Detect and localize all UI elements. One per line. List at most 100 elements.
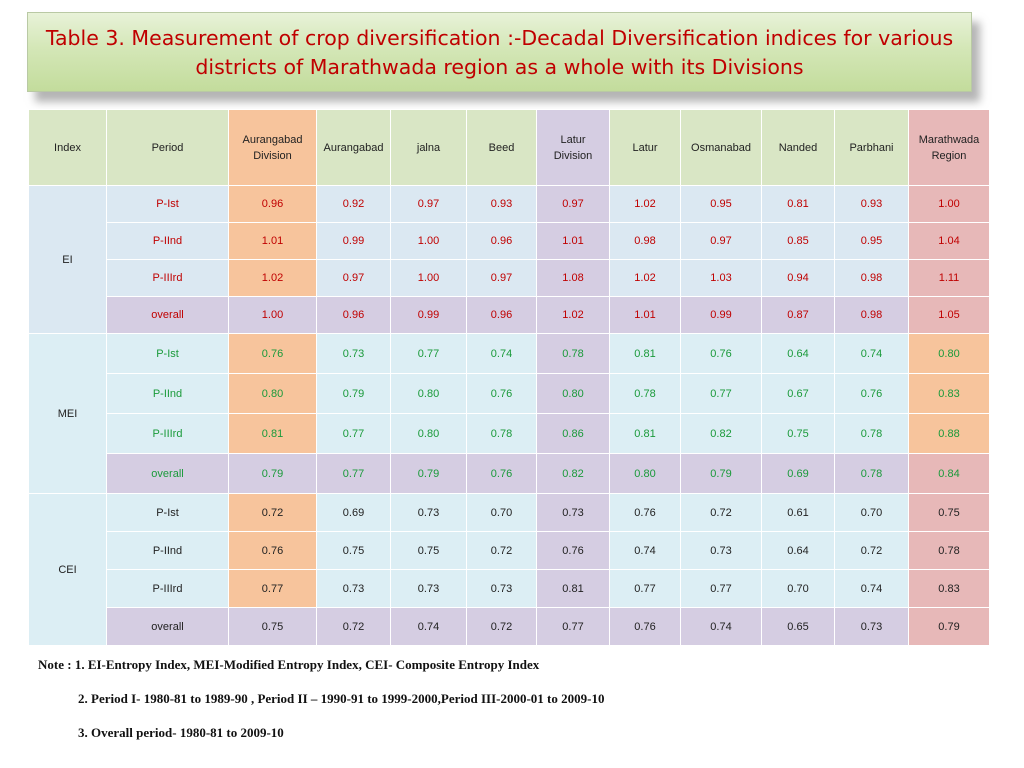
value-cell: 0.78 <box>467 414 536 453</box>
value-cell: 1.04 <box>909 223 989 259</box>
value-cell: 0.80 <box>229 374 316 413</box>
value-cell: 0.81 <box>610 334 680 373</box>
value-cell: 0.72 <box>229 494 316 531</box>
value-cell: 0.69 <box>762 454 834 493</box>
value-cell: 0.96 <box>467 297 536 333</box>
value-cell: 0.72 <box>467 532 536 569</box>
value-cell: 0.76 <box>610 608 680 645</box>
value-cell: 0.79 <box>391 454 466 493</box>
value-cell: 0.77 <box>317 414 390 453</box>
table-row-overall: overall 0.79 0.77 0.79 0.76 0.82 0.80 0.… <box>29 454 989 493</box>
value-cell: 0.74 <box>610 532 680 569</box>
value-cell: 0.77 <box>681 374 761 413</box>
period-cell: P-Ist <box>107 186 228 222</box>
period-cell: overall <box>107 608 228 645</box>
value-cell: 1.02 <box>229 260 316 296</box>
value-cell: 0.65 <box>762 608 834 645</box>
value-cell: 0.79 <box>229 454 316 493</box>
value-cell: 0.99 <box>681 297 761 333</box>
value-cell: 1.00 <box>391 260 466 296</box>
value-cell: 0.78 <box>835 414 908 453</box>
index-label-mei: MEI <box>29 334 106 493</box>
header-aurangabad: Aurangabad <box>317 110 390 185</box>
value-cell: 0.76 <box>467 374 536 413</box>
title-line-2: districts of Marathwada region as a whol… <box>195 55 804 79</box>
header-period: Period <box>107 110 228 185</box>
value-cell: 0.92 <box>317 186 390 222</box>
value-cell: 0.97 <box>537 186 609 222</box>
period-cell: overall <box>107 454 228 493</box>
diversification-table: Index Period Aurangabad Division Aurangab… <box>28 109 990 646</box>
value-cell: 0.76 <box>467 454 536 493</box>
value-cell: 0.73 <box>467 570 536 607</box>
table-row: P-IIIrd 1.02 0.97 1.00 0.97 1.08 1.02 1.… <box>29 260 989 296</box>
value-cell: 0.75 <box>762 414 834 453</box>
value-cell: 0.84 <box>909 454 989 493</box>
value-cell: 0.70 <box>835 494 908 531</box>
value-cell: 1.00 <box>391 223 466 259</box>
value-cell: 0.72 <box>317 608 390 645</box>
period-cell: P-IIIrd <box>107 570 228 607</box>
value-cell: 0.79 <box>909 608 989 645</box>
header-osmanabad: Osmanabad <box>681 110 761 185</box>
period-cell: P-Ist <box>107 334 228 373</box>
table-row: P-IInd 0.76 0.75 0.75 0.72 0.76 0.74 0.7… <box>29 532 989 569</box>
value-cell: 0.64 <box>762 334 834 373</box>
value-cell: 0.97 <box>467 260 536 296</box>
value-cell: 0.73 <box>835 608 908 645</box>
value-cell: 0.74 <box>391 608 466 645</box>
value-cell: 0.76 <box>537 532 609 569</box>
header-row: Index Period Aurangabad Division Aurangab… <box>29 110 989 185</box>
value-cell: 0.77 <box>681 570 761 607</box>
header-parbhani: Parbhani <box>835 110 908 185</box>
note-1: Note : 1. EI-Entropy Index, MEI-Modified… <box>38 657 540 672</box>
value-cell: 0.85 <box>762 223 834 259</box>
table-row: P-IIIrd 0.77 0.73 0.73 0.73 0.81 0.77 0.… <box>29 570 989 607</box>
header-beed: Beed <box>467 110 536 185</box>
period-cell: P-IIIrd <box>107 414 228 453</box>
value-cell: 1.02 <box>537 297 609 333</box>
value-cell: 0.73 <box>317 334 390 373</box>
value-cell: 0.96 <box>467 223 536 259</box>
value-cell: 0.78 <box>610 374 680 413</box>
value-cell: 0.97 <box>317 260 390 296</box>
period-cell: P-IIIrd <box>107 260 228 296</box>
value-cell: 0.77 <box>229 570 316 607</box>
value-cell: 0.61 <box>762 494 834 531</box>
value-cell: 0.82 <box>537 454 609 493</box>
value-cell: 0.70 <box>762 570 834 607</box>
value-cell: 1.05 <box>909 297 989 333</box>
value-cell: 0.82 <box>681 414 761 453</box>
value-cell: 0.75 <box>229 608 316 645</box>
value-cell: 0.98 <box>835 260 908 296</box>
value-cell: 0.80 <box>391 414 466 453</box>
value-cell: 0.76 <box>681 334 761 373</box>
value-cell: 0.77 <box>317 454 390 493</box>
value-cell: 0.99 <box>391 297 466 333</box>
value-cell: 0.74 <box>835 570 908 607</box>
value-cell: 0.73 <box>681 532 761 569</box>
value-cell: 0.73 <box>537 494 609 531</box>
table-row: MEI P-Ist 0.76 0.73 0.77 0.74 0.78 0.81 … <box>29 334 989 493</box>
header-nanded: Nanded <box>762 110 834 185</box>
value-cell: 0.76 <box>229 532 316 569</box>
value-cell: 0.77 <box>391 334 466 373</box>
value-cell: 0.72 <box>835 532 908 569</box>
value-cell: 0.98 <box>835 297 908 333</box>
value-cell: 0.79 <box>317 374 390 413</box>
header-aurangabad-division: Aurangabad Division <box>229 110 316 185</box>
value-cell: 0.70 <box>467 494 536 531</box>
value-cell: 0.93 <box>467 186 536 222</box>
value-cell: 0.99 <box>317 223 390 259</box>
value-cell: 0.76 <box>610 494 680 531</box>
value-cell: 0.74 <box>681 608 761 645</box>
header-index: Index <box>29 110 106 185</box>
value-cell: 0.95 <box>681 186 761 222</box>
table-title: Table 3. Measurement of crop diversifica… <box>27 12 972 92</box>
value-cell: 1.08 <box>537 260 609 296</box>
value-cell: 0.87 <box>762 297 834 333</box>
value-cell: 0.78 <box>537 334 609 373</box>
note-3: 3. Overall period- 1980-81 to 2009-10 <box>78 725 284 740</box>
value-cell: 0.80 <box>610 454 680 493</box>
value-cell: 0.73 <box>391 494 466 531</box>
